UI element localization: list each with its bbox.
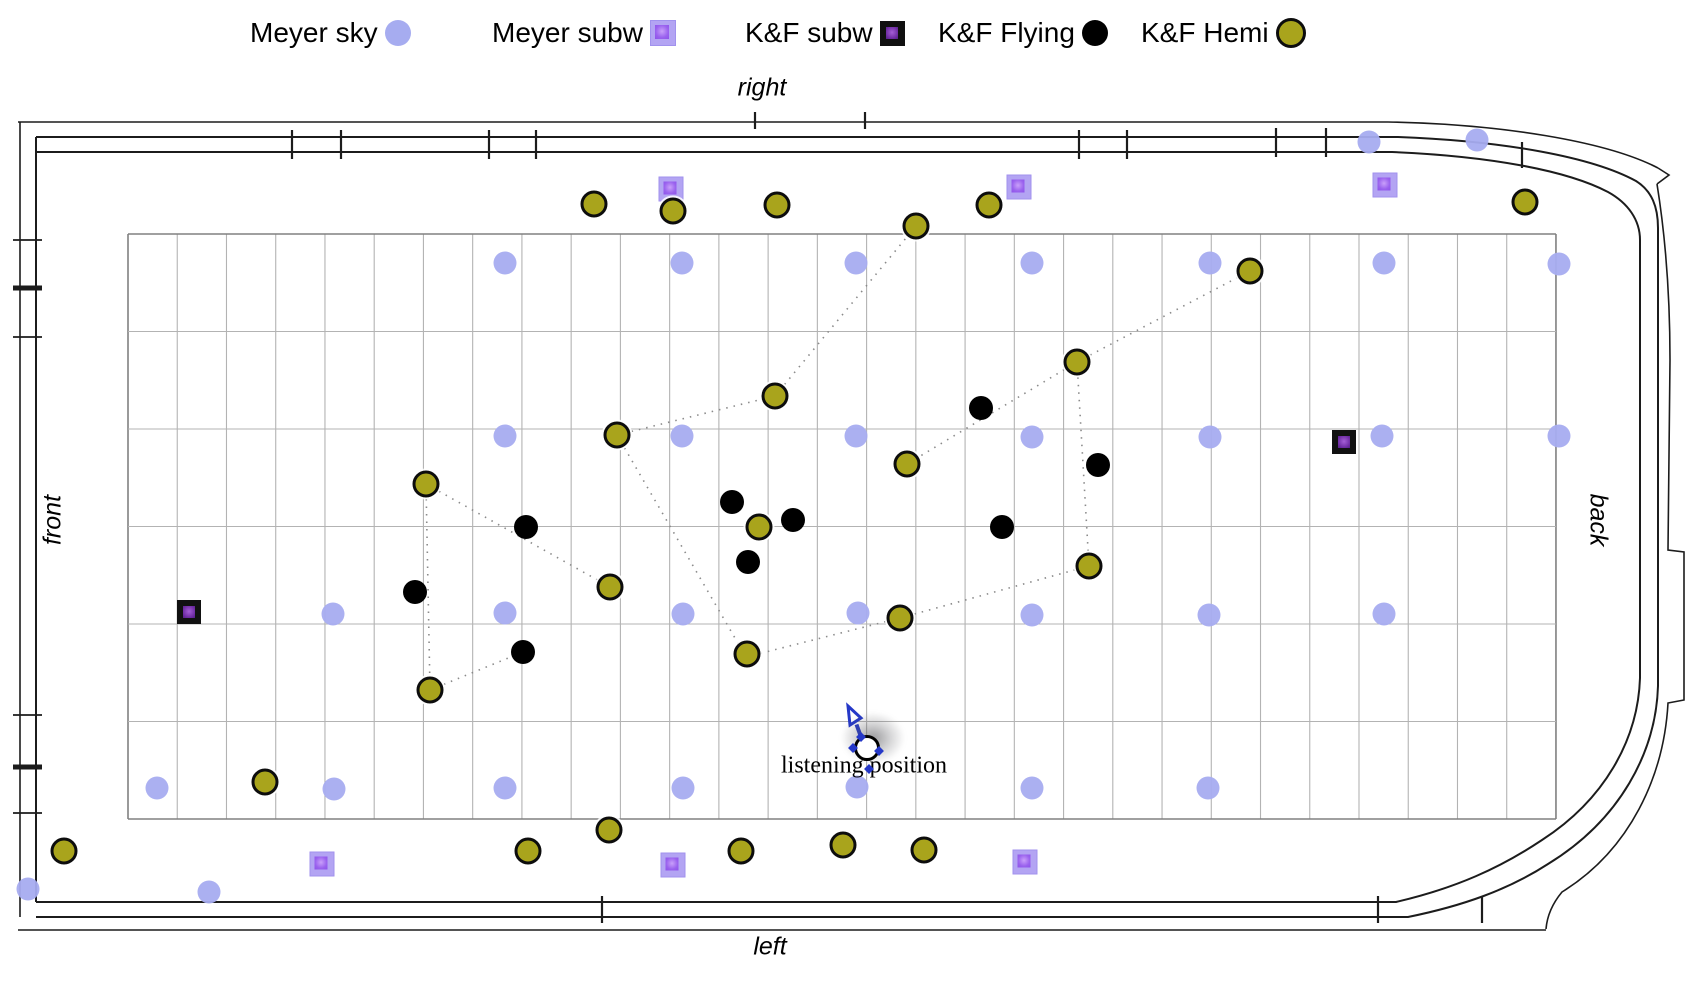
room-side-label-front: front <box>38 494 67 546</box>
wall-ticks <box>13 112 1524 923</box>
speaker-link-dotted-line <box>425 483 431 691</box>
listening-position-label: listening position <box>780 752 948 779</box>
legend-label: K&F Flying <box>938 17 1075 48</box>
legend-label: Meyer sky <box>250 17 378 48</box>
legend-label: K&F subw <box>745 17 873 48</box>
room-side-label-left: left <box>753 932 787 961</box>
speaker-link-dotted-line <box>906 361 1078 465</box>
legend-item-meyer-subw: Meyer subw <box>492 16 676 50</box>
speaker-link-dotted-line <box>1076 270 1251 363</box>
speaker-link-dotted-line <box>616 395 776 436</box>
kf-flying-legend-icon <box>1081 20 1108 46</box>
legend-item-meyer-sky: Meyer sky <box>250 16 411 50</box>
speaker-link-dotted-line <box>429 651 524 691</box>
speaker-link-lines <box>425 225 1251 691</box>
legend-item-kf-flying: K&F Flying <box>938 16 1108 50</box>
speaker-link-dotted-line <box>616 434 747 658</box>
room-side-label-back: back <box>1584 493 1613 547</box>
meyer-sky-legend-icon <box>384 20 411 46</box>
speaker-link-dotted-line <box>1076 361 1090 567</box>
kf-hemi-legend-icon <box>1275 18 1306 48</box>
legend-item-kf-subw: K&F subw <box>745 16 905 50</box>
legend-label: Meyer subw <box>492 17 643 48</box>
wall-lines <box>18 121 1685 931</box>
speaker-link-dotted-line <box>425 483 611 588</box>
speaker-link-dotted-line <box>899 565 1090 619</box>
room-side-label-right: right <box>737 73 787 102</box>
speaker-link-dotted-line <box>774 225 917 397</box>
legend-item-kf-hemi: K&F Hemi <box>1141 16 1306 50</box>
floor-grid <box>127 233 1557 820</box>
meyer-subw-legend-icon <box>649 20 676 46</box>
kf-subw-legend-icon <box>879 20 905 46</box>
legend-label: K&F Hemi <box>1141 17 1269 48</box>
